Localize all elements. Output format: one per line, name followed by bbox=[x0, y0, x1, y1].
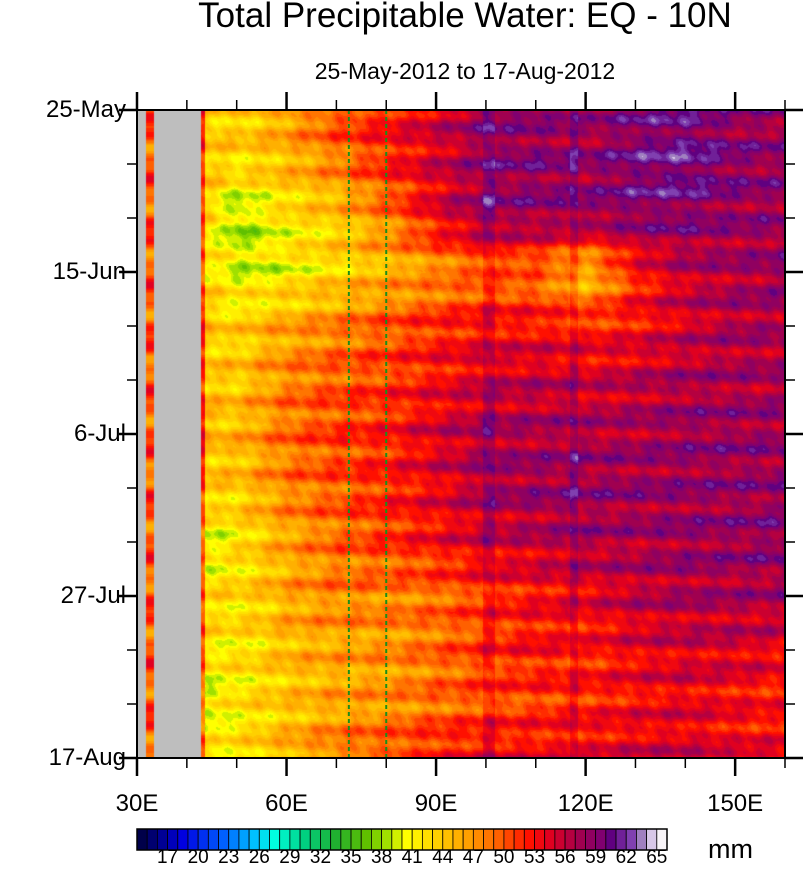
colorbar-label: 17 bbox=[156, 847, 179, 868]
colorbar-box bbox=[605, 828, 617, 851]
chart-subtitle: 25-May-2012 to 17-Aug-2012 bbox=[314, 58, 616, 84]
x-tick-label: 150E bbox=[707, 790, 764, 817]
colorbar-box bbox=[238, 828, 250, 851]
colorbar-label: 47 bbox=[462, 847, 484, 868]
y-tick-label: 15-Jun bbox=[52, 258, 126, 285]
colorbar-label: 29 bbox=[279, 847, 301, 868]
colorbar-box bbox=[391, 828, 403, 851]
colorbar-frame bbox=[136, 828, 668, 851]
colorbar-box bbox=[207, 828, 219, 851]
colorbar-label: 65 bbox=[646, 847, 668, 868]
hovmoller-heatmap bbox=[137, 110, 785, 758]
colorbar-label: 59 bbox=[585, 847, 607, 868]
colorbar-box bbox=[574, 828, 586, 851]
colorbar-label: 56 bbox=[554, 847, 576, 868]
colorbar-box bbox=[421, 828, 433, 851]
colorbar-label: 32 bbox=[309, 847, 332, 868]
colorbar-box bbox=[269, 828, 281, 851]
colorbar-label: 35 bbox=[340, 847, 362, 868]
colorbar-box bbox=[136, 828, 148, 851]
colorbar-label: 38 bbox=[371, 847, 393, 868]
colorbar-label: 20 bbox=[187, 847, 209, 868]
x-tick-label: 90E bbox=[414, 790, 458, 817]
colorbar-label: 50 bbox=[493, 847, 515, 868]
colorbar-label: 44 bbox=[432, 847, 454, 868]
colorbar-box bbox=[513, 828, 525, 851]
y-tick-label: 17-Aug bbox=[48, 744, 126, 771]
colorbar-box bbox=[483, 828, 495, 851]
colorbar-box bbox=[452, 828, 464, 851]
plot-frame bbox=[136, 109, 786, 759]
x-tick-label: 30E bbox=[115, 790, 159, 817]
colorbar-box bbox=[299, 828, 311, 851]
colorbar-label: 23 bbox=[218, 847, 240, 868]
x-tick-label: 60E bbox=[265, 790, 308, 817]
colorbar-box bbox=[330, 828, 342, 851]
y-tick-label: 27-Jul bbox=[60, 582, 126, 609]
colorbar-box bbox=[636, 828, 648, 851]
colorbar-box bbox=[146, 828, 158, 851]
colorbar-box bbox=[544, 828, 556, 851]
colorbar-box bbox=[360, 828, 372, 851]
colorbar-units: mm bbox=[708, 834, 753, 864]
colorbar-label: 41 bbox=[401, 847, 423, 868]
colorbar-label: 53 bbox=[523, 847, 546, 868]
x-tick-label: 120E bbox=[557, 790, 614, 817]
y-tick-label: 25-May bbox=[45, 96, 126, 123]
chart-title: Total Precipitable Water: EQ - 10N bbox=[198, 0, 732, 35]
colorbar-label: 62 bbox=[615, 847, 637, 868]
colorbar-box bbox=[177, 828, 189, 851]
colorbar-label: 26 bbox=[248, 847, 270, 868]
y-tick-label: 6-Jul bbox=[73, 420, 126, 447]
